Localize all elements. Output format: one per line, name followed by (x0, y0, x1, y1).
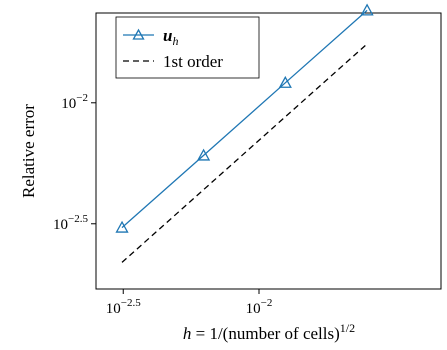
y-axis-title: Relative error (19, 104, 38, 198)
y-tick-label-0: 10−2.5 (53, 213, 88, 233)
series-0-point-1 (196, 148, 211, 161)
plot-area-frame (95, 12, 442, 290)
series-layer (115, 3, 374, 263)
series-line-0 (121, 9, 368, 229)
x-axis-ticks: 10−2.5 10−2 (106, 289, 273, 317)
legend-marker-uh (132, 28, 145, 40)
series-0-point-2 (278, 75, 292, 88)
y-axis-ticks: 10−2.5 10−2 (53, 92, 96, 233)
legend-label-first-order: 1st order (163, 52, 223, 71)
series-0-point-3 (360, 3, 374, 16)
legend-label-uh: uh (163, 26, 178, 48)
x-tick-label-1: 10−2 (246, 297, 273, 317)
x-axis-title: h = 1/(number of cells)1/2 (183, 321, 355, 343)
legend-box (115, 16, 260, 79)
x-tick-label-0: 10−2.5 (106, 297, 141, 317)
series-line-1 (121, 43, 368, 263)
legend: uh 1st order (115, 16, 260, 79)
series-0-point-0 (115, 220, 129, 233)
y-tick-label-1: 10−2 (61, 92, 88, 112)
